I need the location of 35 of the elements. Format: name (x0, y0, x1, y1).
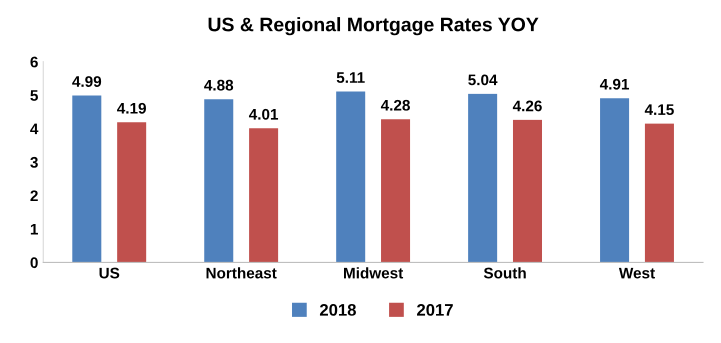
data-label: 4.28 (380, 100, 410, 111)
x-tick-label: West (618, 268, 655, 278)
data-label: 4.19 (117, 102, 146, 114)
data-label: 4.99 (72, 76, 102, 87)
data-label: 4.26 (512, 100, 542, 112)
chart-title: US & Regional Mortgage Rates YOY (208, 17, 538, 36)
bar (644, 124, 674, 262)
bar (336, 92, 366, 262)
x-tick-label: Northeast (206, 267, 277, 278)
y-tick-label: 5 (30, 90, 38, 101)
data-label: 4.91 (600, 78, 630, 90)
bar (249, 128, 278, 262)
y-tick-label: 3 (30, 156, 38, 168)
bar (600, 98, 630, 262)
y-tick-label: 6 (30, 56, 38, 68)
data-label: 4.15 (644, 104, 674, 116)
bar (117, 122, 146, 262)
x-tick-label: US (100, 268, 120, 278)
bar (512, 120, 542, 262)
data-label: 4.01 (248, 108, 278, 120)
legend-label: 2017 (417, 304, 453, 316)
y-tick-label: 0 (30, 257, 38, 268)
bar (468, 94, 498, 262)
bar (381, 119, 410, 262)
y-tick-label: 4 (30, 124, 38, 134)
x-tick-label: Midwest (344, 267, 404, 278)
data-label: 5.04 (468, 74, 498, 86)
bar (72, 96, 102, 262)
data-label: 4.88 (204, 80, 234, 91)
x-tick-label: South (484, 267, 526, 278)
data-label: 5.11 (336, 72, 365, 83)
bar (204, 99, 234, 262)
legend-label: 2018 (320, 304, 356, 316)
y-tick-label: 2 (30, 190, 38, 202)
y-tick-label: 1 (30, 224, 38, 234)
